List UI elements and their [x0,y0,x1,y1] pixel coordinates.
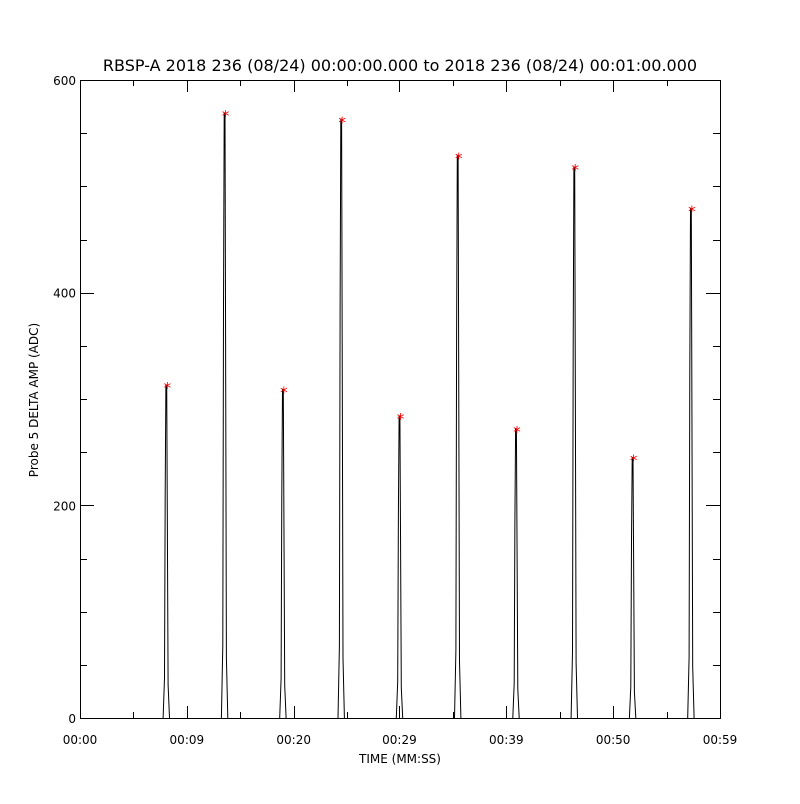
spike-trace [337,118,345,719]
x-tick-label: 00:50 [596,733,631,747]
spike-trace [162,384,170,719]
spike-trace [454,155,462,719]
peak-marker: * [280,383,288,401]
peak-marker: * [455,149,463,167]
chart-title: RBSP-A 2018 236 (08/24) 00:00:00.000 to … [103,56,697,75]
x-axis-label: TIME (MM:SS) [358,752,441,766]
x-tick-label: 00:59 [703,733,738,747]
peak-marker: * [688,203,696,221]
x-tick-label: 00:09 [170,733,205,747]
y-tick-label: 600 [53,74,76,88]
spike-trace [279,388,287,719]
peak-marker: * [513,423,521,441]
peak-marker: * [630,451,638,469]
y-tick-label: 200 [53,499,76,513]
x-tick-label: 00:00 [63,733,98,747]
spike-trace [395,415,404,719]
y-tick-label: 0 [68,712,76,726]
peak-marker: * [397,410,405,428]
x-tick-label: 00:20 [276,733,311,747]
peak-markers: * * * * * * * * * * [164,107,697,470]
x-tick-label: 00:29 [382,733,417,747]
peak-marker: * [164,379,172,397]
axis-ticks [80,80,721,719]
spike-trace [220,112,229,719]
peak-marker: * [222,107,230,125]
data-traces [162,112,695,719]
tick-labels: 0 200 400 600 00:00 00:09 00:20 00:29 00:39 00:50… [53,74,737,747]
spike-trace [628,457,637,719]
spike-trace [570,166,578,719]
spike-trace [512,428,520,719]
peak-marker: * [572,161,580,179]
x-tick-label: 00:39 [489,733,524,747]
spike-trace [687,208,695,719]
peak-marker: * [338,113,346,131]
y-tick-label: 400 [53,287,76,301]
y-axis-label: Probe 5 DELTA AMP (ADC) [27,323,41,477]
